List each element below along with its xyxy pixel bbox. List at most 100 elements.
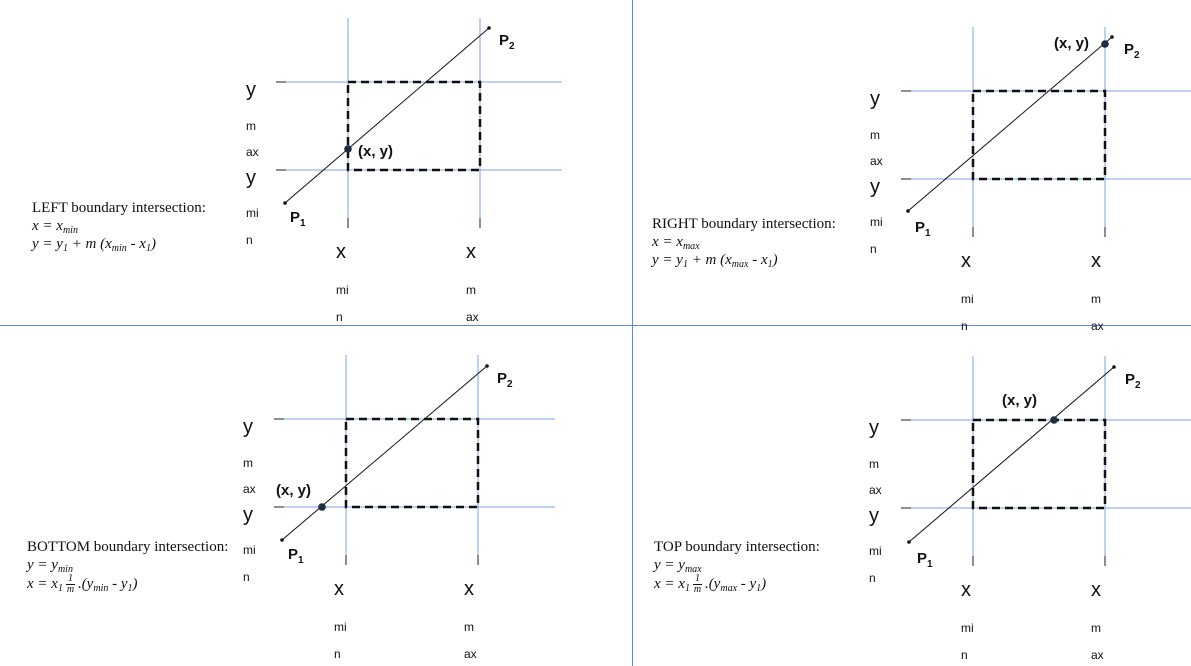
xmin-label-sub2: n xyxy=(961,319,968,333)
p2-label: P2 xyxy=(497,370,513,390)
xmax-label-sub1: m xyxy=(464,620,474,634)
clip-window xyxy=(971,418,1107,510)
intersection-point xyxy=(1101,40,1109,48)
intersection-point xyxy=(344,145,352,153)
top-caption-eq2: x = x1 1 m .(ymax - y1) xyxy=(654,573,767,595)
p2-point xyxy=(487,26,491,30)
ymax-label-sub1: m xyxy=(246,119,256,133)
right-caption-eq1: x = xmax xyxy=(652,234,700,252)
ymin-label-y: y xyxy=(243,504,253,526)
p1-label: P1 xyxy=(290,209,306,229)
right-caption: RIGHT boundary intersection: x = xmax y … xyxy=(652,215,836,270)
clip-window xyxy=(346,80,482,172)
p2-point xyxy=(1112,365,1116,369)
xmax-label-sub1: m xyxy=(466,283,476,297)
p2-label: P2 xyxy=(1125,371,1141,391)
xmax-label-sub2: ax xyxy=(1091,648,1104,662)
ymin-label-y: y xyxy=(869,505,879,527)
p1-label: P1 xyxy=(288,546,304,566)
ymin-label-sub1: mi xyxy=(870,215,883,229)
left-caption-eq1: x = xmin xyxy=(32,218,78,236)
p2-point xyxy=(485,364,489,368)
ymin-label-sub2: n xyxy=(869,571,876,585)
ymax-label-sub2: ax xyxy=(870,154,883,168)
ymin-label-sub1: mi xyxy=(246,206,259,220)
ymin-label-y: y xyxy=(870,176,880,198)
p2-point xyxy=(1110,35,1114,39)
ymax-label-sub2: ax xyxy=(246,145,259,159)
p1-point xyxy=(280,538,284,542)
clip-window xyxy=(344,417,480,509)
xmin-label-x: x xyxy=(334,578,344,600)
ymin-label-sub2: n xyxy=(870,242,877,256)
panel-right-boundary: P1 P2 (x, y) y m ax y mi n x mi n x m ax RIGHT boundar… xyxy=(633,0,1191,333)
ymin-label-y: y xyxy=(246,167,256,189)
panel-left-boundary: P1 P2 (x, y) y m ax y mi n x mi n x m ax LEFT boundary… xyxy=(0,0,595,333)
xmin-label-x: x xyxy=(961,250,971,272)
xmin-label-sub2: n xyxy=(336,310,343,324)
top-boundary-diagram: P1 P2 (x, y) y m ax y mi n x mi n x m ax xyxy=(869,356,1191,662)
xmax-label-sub1: m xyxy=(1091,621,1101,635)
bottom-caption: BOTTOM boundary intersection: y = ymin x… xyxy=(27,538,228,595)
p1-point xyxy=(906,209,910,213)
left-caption-eq2: y = y1 + m (xmin - x1) xyxy=(32,236,156,254)
xmax-label-sub2: ax xyxy=(1091,319,1104,333)
line-segment xyxy=(281,365,488,541)
xmin-label-x: x xyxy=(961,579,971,601)
panel-top-boundary: P1 P2 (x, y) y m ax y mi n x mi n x m ax TOP boundary … xyxy=(633,326,1191,662)
xmax-label-x: x xyxy=(466,241,476,263)
panel-bottom-boundary: P1 P2 (x, y) y m ax y mi n x mi n x m ax BOTTOM bounda… xyxy=(0,326,595,661)
xmax-label-sub1: m xyxy=(1091,292,1101,306)
right-boundary-diagram: P1 P2 (x, y) y m ax y mi n x mi n x m ax xyxy=(870,27,1191,333)
xmax-label-x: x xyxy=(464,578,474,600)
top-caption-eq1: y = ymax xyxy=(654,557,702,575)
left-caption-title: LEFT boundary intersection: xyxy=(32,200,206,216)
horizontal-divider xyxy=(0,325,1191,326)
right-caption-eq2: y = y1 + m (xmax - x1) xyxy=(652,252,778,270)
ymax-label-y: y xyxy=(869,417,879,439)
intersection-point xyxy=(1050,416,1058,424)
ymin-label-sub1: mi xyxy=(869,544,882,558)
xmin-label-sub1: mi xyxy=(336,283,349,297)
ymax-label-y: y xyxy=(870,88,880,110)
line-segment xyxy=(284,27,490,204)
p1-label: P1 xyxy=(915,219,931,239)
ymax-label-sub2: ax xyxy=(869,483,882,497)
p1-label: P1 xyxy=(917,550,933,570)
ymax-label-sub1: m xyxy=(243,456,253,470)
clip-window xyxy=(971,89,1107,181)
xmin-label-sub1: mi xyxy=(334,620,347,634)
xmax-label-sub2: ax xyxy=(466,310,479,324)
ymin-label-sub2: n xyxy=(243,570,250,584)
xmax-label-x: x xyxy=(1091,579,1101,601)
bottom-caption-eq1: y = ymin xyxy=(27,557,73,575)
ymin-label-sub1: mi xyxy=(243,543,256,557)
vertical-divider xyxy=(632,0,633,666)
top-caption-title: TOP boundary intersection: xyxy=(654,539,820,555)
intersection-label: (x, y) xyxy=(358,143,393,160)
intersection-label: (x, y) xyxy=(1054,35,1089,52)
bottom-caption-title: BOTTOM boundary intersection: xyxy=(27,539,229,555)
top-caption: TOP boundary intersection: y = ymax x = … xyxy=(654,538,820,595)
xmax-label-x: x xyxy=(1091,250,1101,272)
xmax-label-sub2: ax xyxy=(464,647,477,661)
intersection-point xyxy=(318,503,326,511)
line-segment xyxy=(907,36,1113,212)
ymax-label-sub2: ax xyxy=(243,482,256,496)
ymax-label-y: y xyxy=(246,79,256,101)
xmin-label-sub1: mi xyxy=(961,292,974,306)
p1-point xyxy=(907,540,911,544)
p1-point xyxy=(283,201,287,205)
intersection-label: (x, y) xyxy=(276,482,311,499)
ymax-label-sub1: m xyxy=(870,128,880,142)
xmin-label-sub2: n xyxy=(961,648,968,662)
ymin-label-sub2: n xyxy=(246,233,253,247)
line-segment xyxy=(908,366,1115,543)
xmin-label-x: x xyxy=(336,241,346,263)
left-caption: LEFT boundary intersection: x = xmin y =… xyxy=(32,199,206,254)
intersection-label: (x, y) xyxy=(1002,392,1037,409)
ymax-label-y: y xyxy=(243,416,253,438)
right-caption-title: RIGHT boundary intersection: xyxy=(652,216,836,232)
bottom-caption-eq2: x = x1 1 m .(ymin - y1) xyxy=(27,573,138,595)
